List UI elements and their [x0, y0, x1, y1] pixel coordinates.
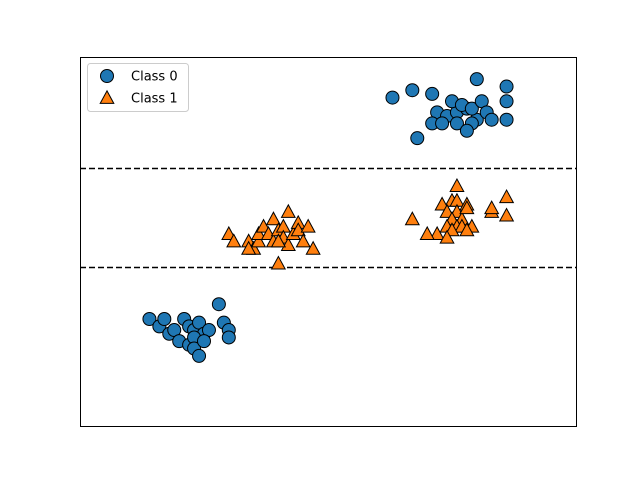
class-0-point: [211, 297, 226, 312]
legend: Class 0 Class 1: [87, 63, 189, 112]
class-1-point: [459, 200, 475, 215]
class-0-point: [499, 94, 514, 109]
class-1-point: [439, 229, 455, 244]
class-1-point: [305, 240, 321, 255]
class-0-point: [499, 112, 514, 127]
class-1-point: [419, 225, 435, 240]
class-1-point: [498, 207, 515, 222]
class-1-point: [280, 236, 296, 252]
series-class-0: [142, 72, 514, 363]
class-0-point: [435, 116, 450, 131]
class-1-point: [295, 233, 311, 248]
class-0-point: [405, 83, 420, 98]
class-0-point: [192, 348, 207, 363]
class-0-point: [157, 311, 172, 326]
class-1-point: [270, 233, 287, 248]
class-1-point: [265, 211, 282, 226]
class-1-point: [270, 255, 287, 270]
class-1-point: [280, 203, 296, 218]
class-0-point: [410, 131, 425, 146]
legend-circle-marker: [100, 69, 114, 83]
class-0-point: [449, 116, 464, 131]
class-1-point: [449, 177, 465, 193]
class-1-point: [241, 240, 257, 255]
series-class-1: [221, 177, 515, 270]
class-1-point: [250, 225, 267, 240]
class-0-point: [469, 72, 484, 87]
legend-triangle-marker: [99, 89, 115, 104]
class-0-point: [197, 334, 211, 349]
legend-entry: Class 0: [100, 69, 178, 85]
class-1-point: [429, 225, 445, 240]
class-0-point: [385, 90, 400, 105]
class-1-point: [484, 200, 500, 215]
class-0-point: [484, 112, 499, 127]
class-1-point: [300, 218, 316, 233]
data-points: [142, 72, 515, 363]
legend-label: Class 1: [131, 92, 178, 107]
class-0-point: [459, 123, 474, 138]
class-1-point: [404, 211, 420, 226]
axes-frame: [80, 57, 577, 427]
class-0-point: [221, 330, 236, 345]
class-1-point: [459, 222, 475, 237]
class-0-point: [142, 311, 157, 326]
class-1-point: [226, 233, 242, 248]
plot-area: [80, 57, 577, 427]
class-1-point: [498, 189, 515, 204]
class-0-point: [499, 79, 514, 94]
class-1-point: [250, 233, 267, 248]
legend-label: Class 0: [131, 70, 178, 85]
legend-entry: Class 1: [99, 89, 178, 107]
class-0-point: [464, 101, 479, 116]
class-0-point: [425, 86, 440, 101]
class-1-point: [290, 222, 306, 237]
decision-boundaries: [80, 167, 576, 269]
